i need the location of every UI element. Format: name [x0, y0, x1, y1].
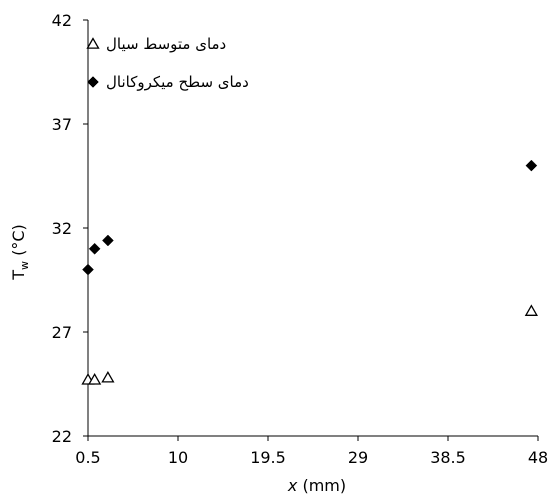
legend-marker-1	[86, 37, 100, 49]
x-tick-label: 10	[168, 448, 188, 467]
diamond-point	[525, 159, 538, 172]
x-tick-label: 48	[528, 448, 548, 467]
diamond-point	[102, 234, 114, 247]
diamond-point	[88, 242, 101, 255]
y-axis-title-main: T	[9, 270, 28, 281]
legend-label-1: دمای متوسط سیال	[106, 35, 226, 53]
triangle-point	[88, 373, 102, 385]
data-points	[81, 159, 538, 385]
triangle-point	[101, 370, 115, 383]
x-axis-title-unit: (mm)	[297, 476, 346, 495]
series-1	[81, 304, 538, 385]
y-tick-label: 27	[52, 323, 72, 342]
y-tick-label: 32	[52, 219, 72, 238]
x-tick-label: 29	[348, 448, 368, 467]
y-ticks: 42 37 32 27 22	[52, 11, 88, 446]
x-ticks: 0.5 10 19.5 29 38.5 48	[75, 436, 548, 467]
legend-label-2: دمای سطح میکروکانال	[106, 73, 249, 91]
series-2	[82, 159, 538, 276]
y-tick-label: 22	[52, 427, 72, 446]
triangle-point	[524, 304, 538, 316]
legend-marker-2	[87, 76, 99, 88]
x-tick-label: 38.5	[430, 448, 466, 467]
x-tick-label: 19.5	[250, 448, 286, 467]
y-tick-label: 42	[52, 11, 72, 30]
x-tick-label: 0.5	[75, 448, 100, 467]
legend: دمای متوسط سیال دمای سطح میکروکانال	[86, 35, 249, 91]
x-axis-title: x (mm)	[287, 476, 346, 495]
y-axis-title-sub: w	[18, 261, 31, 270]
y-tick-label: 37	[52, 115, 72, 134]
y-axis-title: Tw (°C)	[9, 224, 31, 281]
x-axis-title-var: x	[287, 476, 298, 495]
y-axis-title-unit: (°C)	[9, 224, 28, 261]
diamond-point	[82, 263, 94, 276]
